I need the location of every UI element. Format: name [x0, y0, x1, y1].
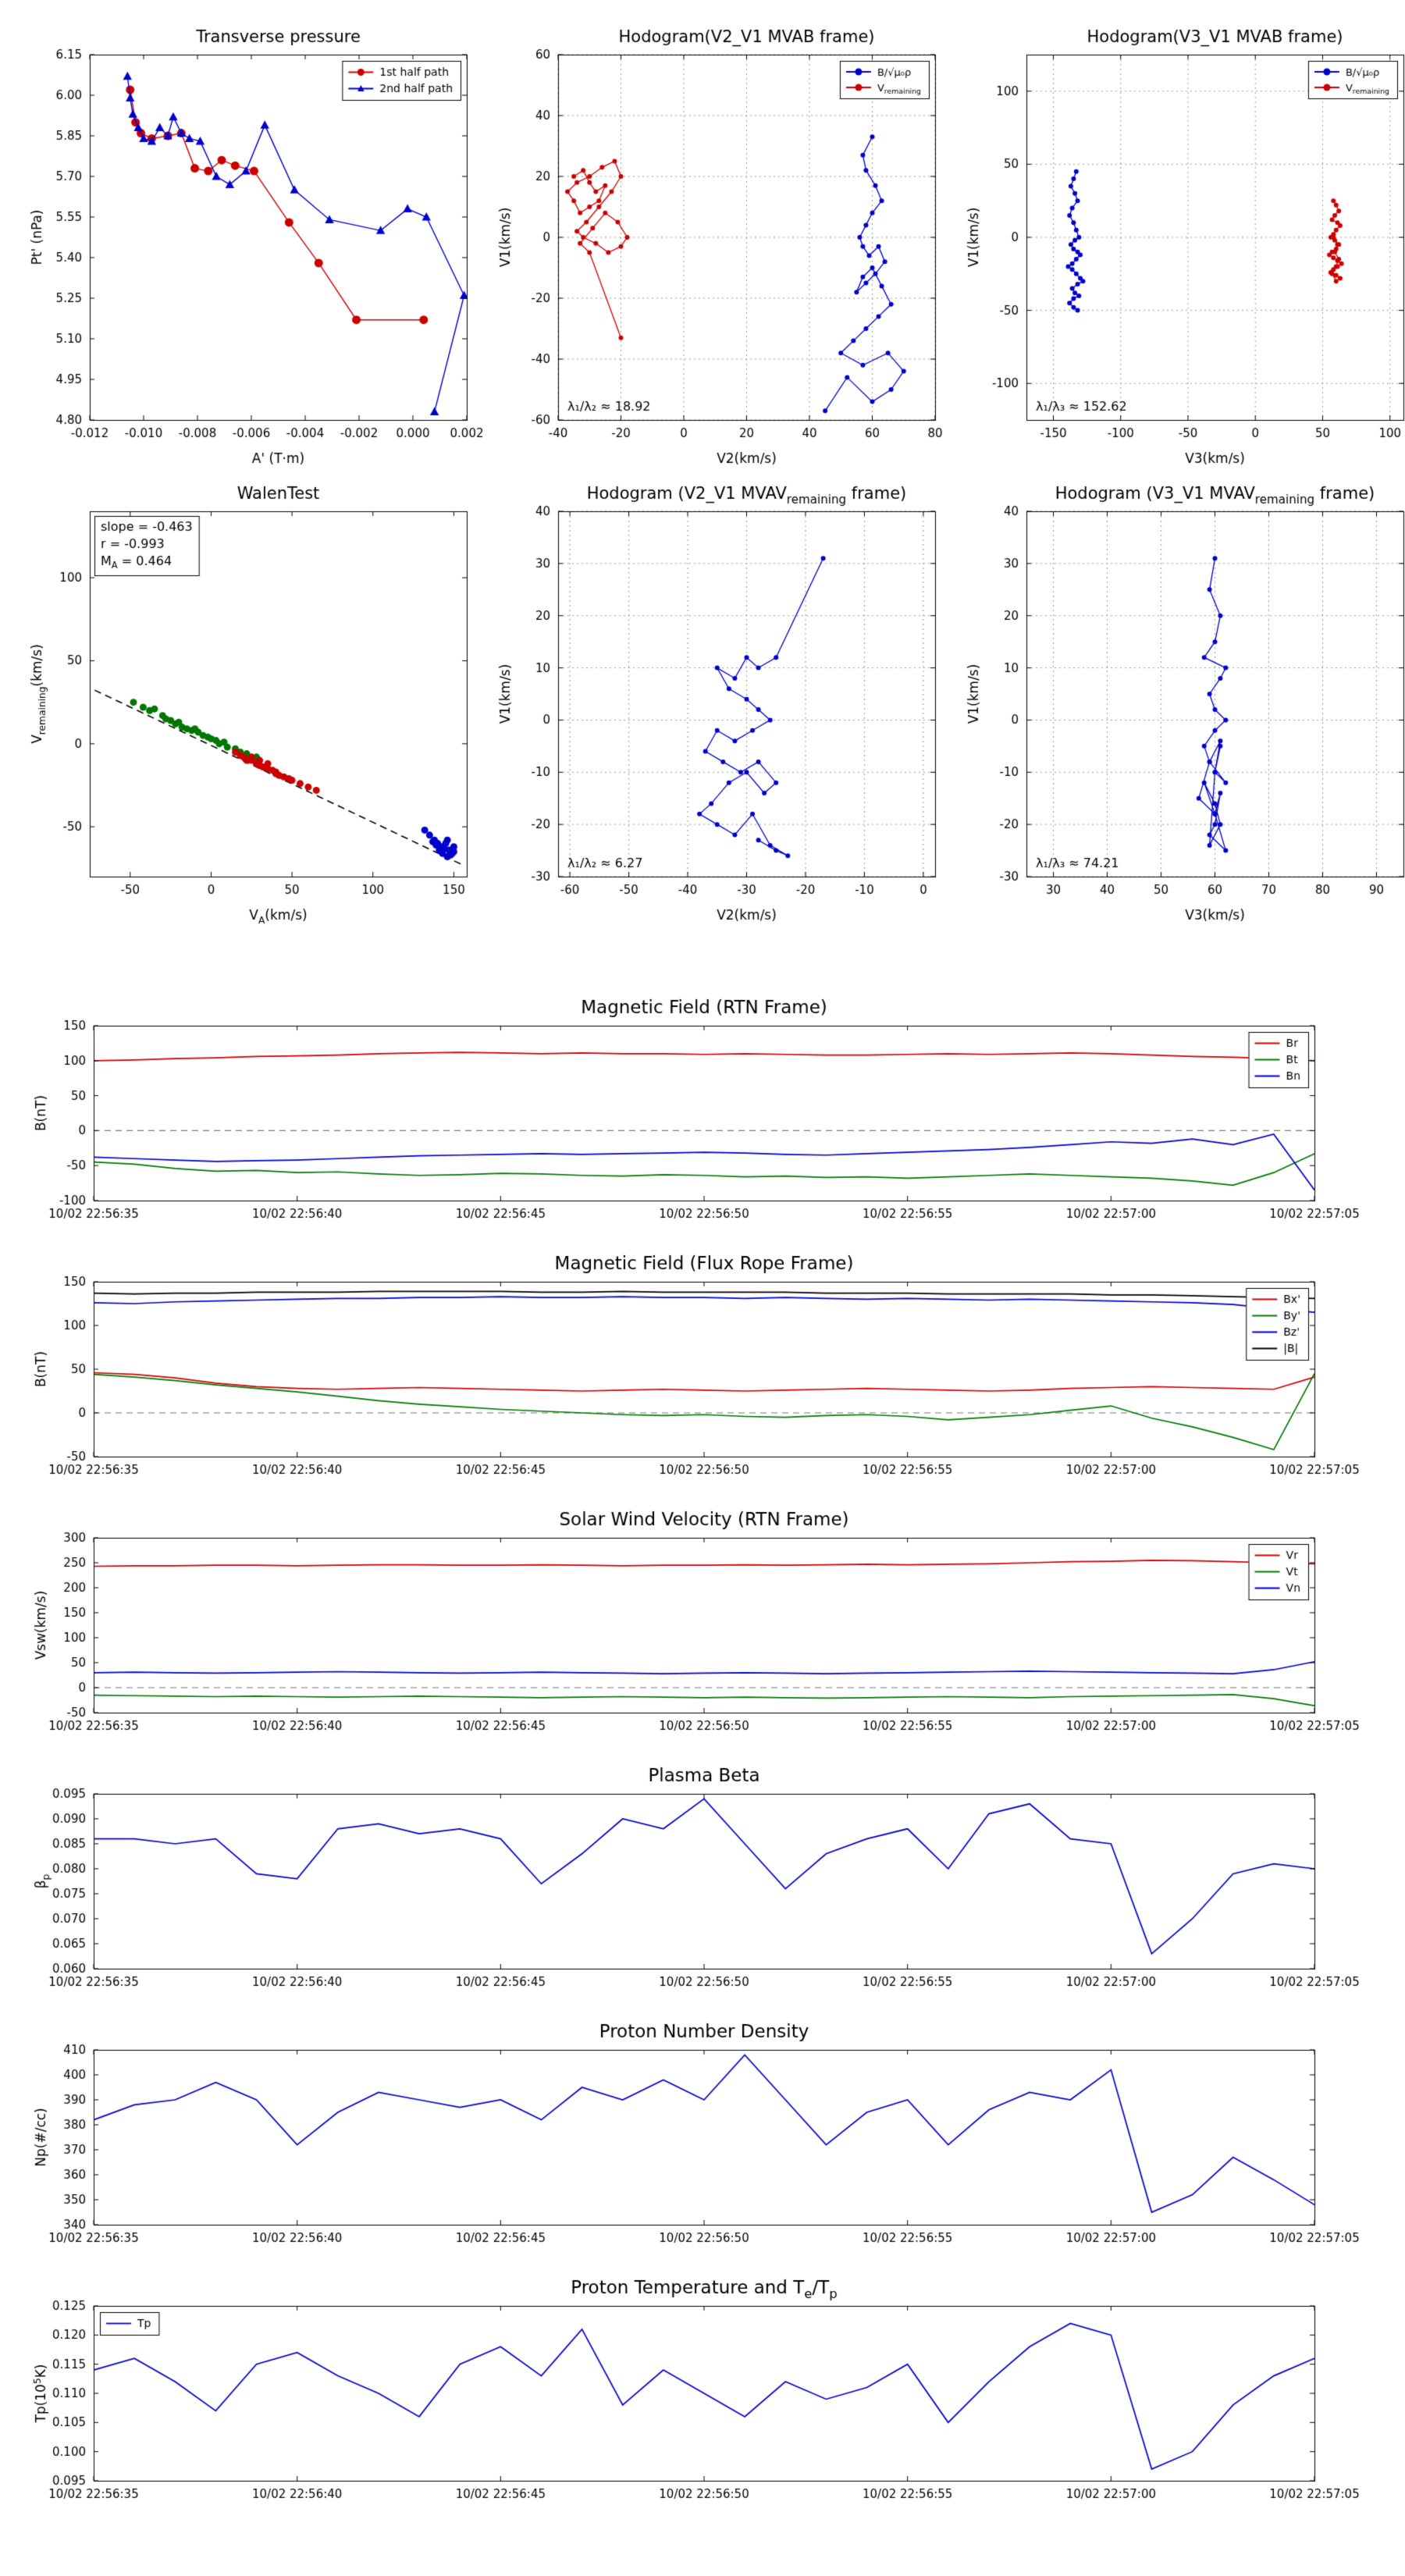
chart-plasma-beta	[16, 1750, 1389, 2001]
proton-temp-canvas	[16, 2262, 1389, 2514]
chart-hodogram-v3v1-mvav	[952, 471, 1405, 939]
chart-proton-temp	[16, 2262, 1389, 2514]
chart-vsw-rtn	[16, 1494, 1389, 1745]
proton-density-canvas	[16, 2006, 1389, 2258]
chart-b-rtn	[16, 982, 1389, 1233]
chart-hodogram-v2v1-mvav	[484, 471, 952, 939]
chart-hodogram-v2v1-mvab	[484, 14, 952, 482]
hodogram-v2v1-mvav-canvas	[484, 471, 952, 939]
transverse-pressure-canvas	[16, 14, 484, 482]
b-rtn-canvas	[16, 982, 1389, 1233]
chart-proton-density	[16, 2006, 1389, 2258]
chart-hodogram-v3v1-mvab	[952, 14, 1405, 482]
plasma-beta-canvas	[16, 1750, 1389, 2001]
vsw-rtn-canvas	[16, 1494, 1389, 1745]
hodogram-v2v1-mvab-canvas	[484, 14, 952, 482]
chart-b-fluxrope	[16, 1238, 1389, 1489]
b-fluxrope-canvas	[16, 1238, 1389, 1489]
hodogram-v3v1-mvav-canvas	[952, 471, 1405, 939]
hodogram-v3v1-mvab-canvas	[952, 14, 1405, 482]
chart-transverse-pressure	[16, 14, 484, 482]
chart-walen-test	[16, 471, 484, 939]
walen-test-canvas	[16, 471, 484, 939]
